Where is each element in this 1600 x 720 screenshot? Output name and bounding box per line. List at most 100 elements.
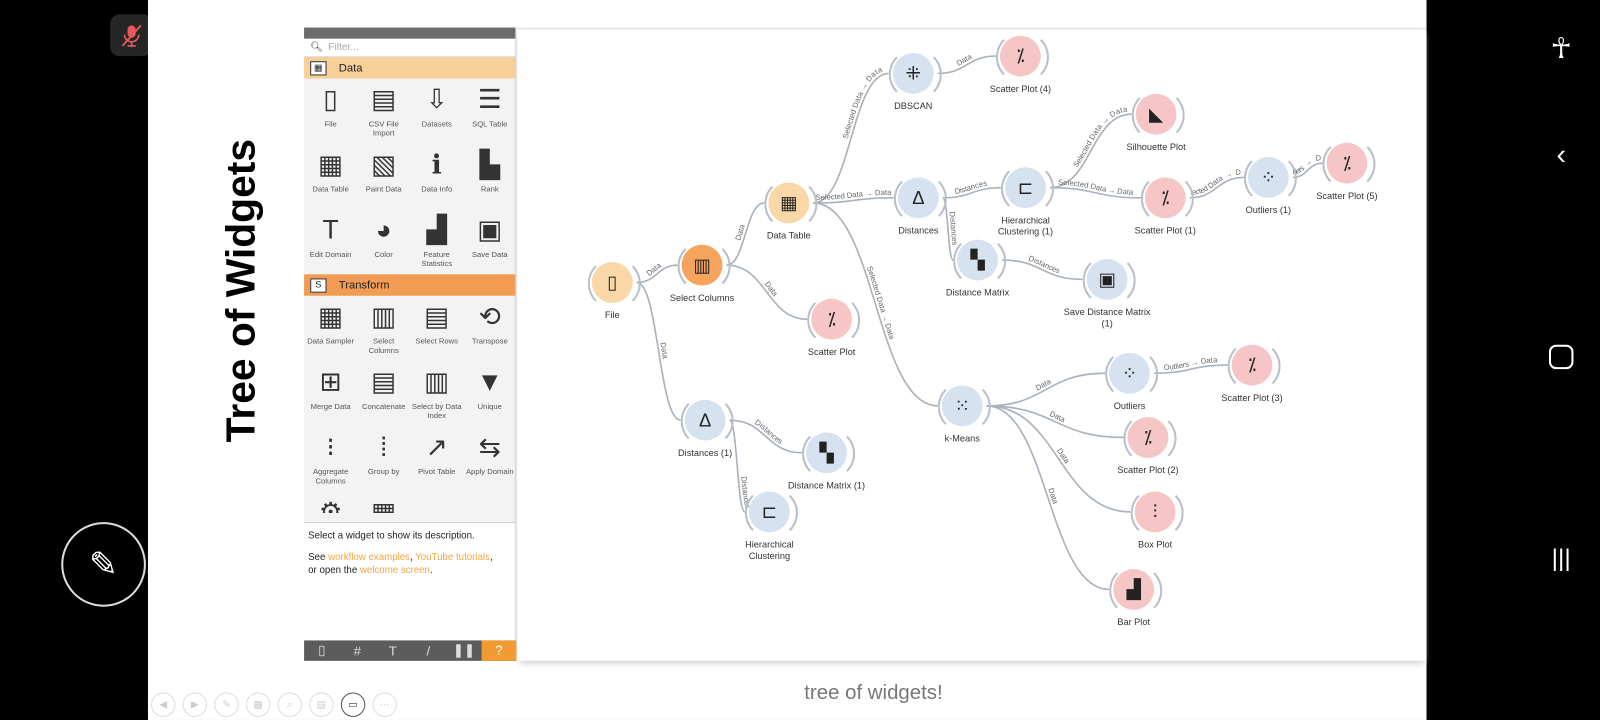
link-km-bar[interactable] — [986, 405, 1110, 591]
node-dm[interactable]: ▚ — [953, 235, 1007, 287]
node-sp1[interactable]: ⁒ — [1140, 173, 1194, 225]
widget-more[interactable]: ▂ — [410, 492, 463, 513]
node-km[interactable]: ⁙ — [937, 381, 991, 433]
mic-muted-icon[interactable] — [110, 14, 153, 57]
link-hc1-sp1[interactable] — [1049, 186, 1141, 199]
node-box[interactable]: ⫶ — [1130, 487, 1184, 539]
widget-unique[interactable]: ▼ Unique — [463, 361, 515, 426]
zoom-icon[interactable]: ⌕ — [277, 692, 303, 717]
widget-pivot-table[interactable]: ↗ Pivot Table — [410, 426, 463, 491]
widget-file[interactable]: ▯ File — [304, 79, 357, 144]
link-selcols-dtable[interactable] — [726, 202, 765, 266]
node-dtable[interactable]: ▦ — [764, 178, 818, 230]
node-sp2[interactable]: ⁒ — [1123, 413, 1177, 465]
node-sp3[interactable]: ⁒ — [1227, 340, 1281, 392]
node-dist[interactable]: Δ — [893, 173, 947, 225]
youtube-tutorials-link[interactable]: YouTube tutorials — [415, 551, 490, 563]
camera-icon[interactable]: ▭ — [340, 692, 366, 717]
node-hc1[interactable]: ⊏ — [1001, 163, 1055, 215]
node-sp4[interactable]: ⁒ — [995, 31, 1049, 83]
link-dtable-dbscan[interactable] — [813, 72, 889, 204]
filter-input[interactable]: 🔍︎ Filter... — [304, 38, 516, 58]
node-dm1[interactable]: ▚ — [802, 428, 856, 480]
node-sdm[interactable]: ▣ — [1082, 254, 1136, 306]
grid-button[interactable]: # — [353, 642, 362, 659]
widget-select-by-data-index[interactable]: ▥ Select by Data Index — [410, 361, 463, 426]
link-dbscan-sp4[interactable] — [937, 55, 996, 75]
node-selcols[interactable]: ▥ — [677, 240, 731, 292]
link-out-sp3[interactable] — [1154, 364, 1228, 375]
link-file-selcols[interactable] — [636, 264, 678, 284]
widget-concatenate[interactable]: ▤ Concatenate — [357, 361, 410, 426]
widget-label: Paint Data — [365, 184, 402, 194]
accessibility-icon[interactable]: ☥ — [1550, 32, 1572, 64]
widget-feature-statistics[interactable]: ▟ Feature Statistics — [410, 209, 463, 274]
section-data[interactable]: ▦ Data — [304, 57, 516, 79]
widget-icon: ℹ — [431, 148, 442, 180]
previous-icon[interactable]: ◀ — [151, 692, 176, 717]
pause-button[interactable]: ❚❚ — [452, 642, 475, 658]
link-hc1-sil[interactable] — [1049, 113, 1132, 189]
widget-paint-data[interactable]: ▧ Paint Data — [357, 144, 410, 209]
link-file-dist1[interactable] — [636, 281, 681, 421]
subtitles-icon[interactable]: ▤ — [309, 692, 334, 717]
link-km-sp2[interactable] — [986, 405, 1124, 439]
text-annotation-button[interactable]: T — [388, 642, 397, 659]
widget-data-table[interactable]: ▦ Data Table — [304, 144, 357, 209]
node-out[interactable]: ⁘ — [1105, 348, 1159, 400]
node-file[interactable]: ▯ — [587, 258, 641, 309]
home-icon[interactable] — [1543, 339, 1580, 376]
widget-color[interactable]: ◕ Color — [357, 209, 410, 274]
widget-data-sampler[interactable]: ▦ Data Sampler — [304, 296, 357, 361]
node-dbscan[interactable]: ⁜ — [888, 48, 942, 100]
section-transform[interactable]: S Transform — [304, 274, 516, 296]
link-dist1-dm1[interactable] — [729, 419, 803, 454]
link-sp1-out1[interactable] — [1189, 176, 1244, 199]
node-sp5[interactable]: ⁒ — [1322, 138, 1376, 190]
back-icon[interactable]: ‹ — [1556, 138, 1566, 171]
recents-icon[interactable]: ||| — [1551, 544, 1571, 573]
widget-save-data[interactable]: ▣ Save Data — [463, 209, 516, 274]
widget-merge-data[interactable]: ⊞ Merge Data — [304, 361, 357, 426]
link-km-box[interactable] — [986, 405, 1131, 513]
node-label: File — [604, 310, 620, 321]
widget-select-columns[interactable]: ▥ Select Columns — [357, 296, 410, 361]
widget-sql-table[interactable]: ☰ SQL Table — [463, 79, 516, 144]
arrow-annotation-button[interactable]: / — [426, 642, 431, 659]
widget-rank[interactable]: ▙ Rank — [463, 144, 516, 209]
node-sp[interactable]: ⁒ — [807, 294, 861, 346]
workflow-examples-link[interactable]: workflow examples — [328, 551, 410, 563]
widget-datasets[interactable]: ⇩ Datasets — [410, 79, 463, 144]
widget-apply-domain[interactable]: ⇆ Apply Domain — [463, 426, 515, 491]
link-dm-sdm[interactable] — [1002, 259, 1083, 281]
widget-aggregate-columns[interactable]: ⁝ Aggregate Columns — [304, 426, 357, 491]
widget-select-rows[interactable]: ▤ Select Rows — [410, 296, 463, 361]
link-dist-hc1[interactable] — [942, 186, 1002, 199]
widget-more[interactable]: ▁ — [463, 492, 515, 513]
widget-transpose[interactable]: ⟲ Transpose — [463, 296, 515, 361]
widget-edit-domain[interactable]: T Edit Domain — [304, 209, 357, 274]
widget-more[interactable]: ▦ — [357, 492, 410, 513]
node-bar[interactable]: ▟ — [1109, 564, 1163, 616]
link-km-out[interactable] — [986, 372, 1106, 407]
node-hc[interactable]: ⊏ — [744, 487, 798, 539]
link-dtable-km[interactable] — [813, 202, 938, 407]
pen-icon[interactable]: ✎ — [214, 692, 239, 717]
welcome-screen-link[interactable]: welcome screen — [359, 564, 430, 577]
node-dist1[interactable]: Δ — [680, 395, 734, 447]
help-button[interactable]: ? — [481, 640, 517, 661]
pencil-icon[interactable]: ✎ — [61, 522, 146, 607]
file-button[interactable]: ▯ — [318, 642, 326, 658]
widget-csv-file-import[interactable]: ▤ CSV File Import — [357, 79, 410, 144]
link-selcols-sp[interactable] — [726, 264, 808, 321]
widget-group-by[interactable]: ⁞ Group by — [357, 426, 410, 491]
more-icon[interactable]: ⋯ — [372, 692, 397, 717]
next-icon[interactable]: ▶ — [182, 692, 208, 717]
node-sil[interactable]: ◣ — [1131, 89, 1185, 141]
widget-data-info[interactable]: ℹ Data Info — [410, 144, 463, 209]
node-out1[interactable]: ⁘ — [1243, 152, 1297, 204]
link-dtable-dist[interactable] — [813, 197, 894, 204]
slides-icon[interactable]: ▦ — [245, 692, 271, 717]
widget-more[interactable]: ⚙ — [304, 492, 357, 513]
workflow-canvas[interactable]: DataDataDataDataDistancesDistancesSelect… — [517, 27, 1427, 661]
